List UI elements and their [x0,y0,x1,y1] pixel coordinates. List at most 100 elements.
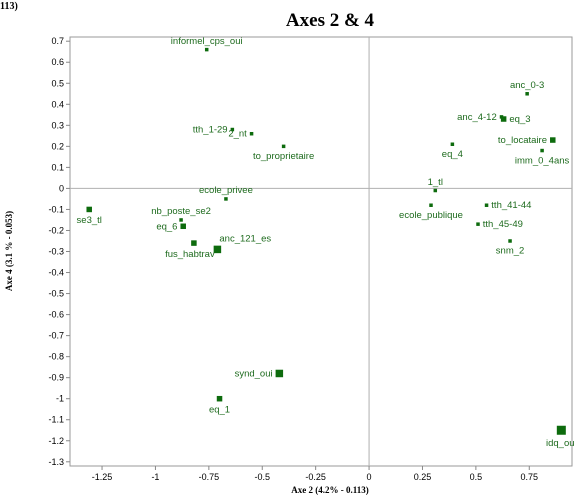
y-tick-label: -0.1 [48,204,64,214]
point-marker [525,92,529,96]
point-label: synd_oui [235,368,273,379]
y-tick-label: -0.8 [48,352,64,362]
data-point: anc_0-3 [510,80,544,96]
point-marker [213,245,222,254]
y-tick-label: 0.3 [51,120,64,130]
data-point: 1_tl [428,177,443,193]
point-marker [500,116,507,122]
y-tick-label: 0.5 [51,78,64,88]
y-tick-label: 0.2 [51,141,64,151]
x-tick-label: 0.75 [521,472,539,482]
corner-text: 113) [0,1,18,12]
y-tick-label: -1.3 [48,457,64,467]
y-tick-label: -0.5 [48,289,64,299]
point-label: snm_2 [496,246,525,257]
data-point: eq_1 [209,395,230,415]
data-point: synd_oui [235,368,284,379]
point-label: anc_4-12 [457,112,497,123]
point-label: se3_tl [77,215,102,226]
x-tick-label: -0.75 [199,472,220,482]
data-points: informel_cps_oui tth_1-29 2_nt to_proprieta… [77,36,574,449]
point-label: informel_cps_oui [171,36,243,47]
point-label: imm_0_4ans [515,155,570,166]
point-marker [429,203,433,207]
y-tick-label: -0.9 [48,373,64,383]
point-label: ecole_publique [399,210,463,221]
data-point: tth_45-49 [476,219,523,230]
point-marker [249,131,254,136]
point-label: idq_oui [546,438,574,449]
point-marker [450,142,455,146]
y-tick-label: 0.4 [51,99,64,109]
point-marker [180,223,186,230]
y-tick-label: -0.3 [48,247,64,257]
data-point: ecole_privee [199,185,253,201]
point-label: ecole_privee [199,185,253,196]
y-tick-label: -1 [56,394,64,404]
data-point: anc_121_es [213,234,271,254]
point-marker [550,137,556,143]
x-tick-label: -0.5 [254,472,270,482]
point-label: anc_0-3 [510,80,544,91]
point-label: to_locataire [498,135,547,146]
y-tick-label: -0.4 [48,268,64,278]
y-axis-title: Axe 4 (3.1 % - 0.053) [4,211,14,291]
data-point: to_proprietaire [253,144,314,162]
point-marker [179,218,183,222]
point-label: eq_6 [156,221,177,232]
y-tick-label: -0.7 [48,331,64,341]
point-label: nb_poste_se2 [151,206,211,217]
point-marker [204,47,209,52]
data-point: eq_6 [156,221,186,232]
point-label: 1_tl [428,177,443,188]
data-point: nb_poste_se2 [151,206,211,222]
x-tick-label: 0.5 [470,472,483,482]
data-point: eq_3 [500,114,531,125]
point-label: 2_nt [228,129,247,140]
data-point: se3_tl [77,206,102,226]
point-label: anc_121_es [219,234,271,245]
data-point: ecole_publique [399,203,463,221]
point-label: tth_41-44 [491,200,531,211]
data-point: imm_0_4ans [515,148,570,166]
y-tick-label: -1.2 [48,436,64,446]
point-label: fus_habtrav [165,249,215,260]
x-axis-title: Axe 2 (4.2% - 0.113) [291,485,369,495]
data-point: tth_1-29 [193,125,235,136]
point-label: to_proprietaire [253,151,314,162]
point-label: tth_1-29 [193,125,228,136]
point-marker [281,144,286,149]
chart-title: Axes 2 & 4 [286,10,375,31]
point-marker [433,188,438,193]
point-label: tth_45-49 [483,219,523,230]
point-marker [508,239,512,243]
point-marker [191,240,197,246]
y-tick-label: -0.2 [48,225,64,235]
data-point: informel_cps_oui [171,36,243,52]
point-marker [275,369,284,378]
x-tick-label: 0 [367,472,372,482]
data-point: anc_4-12 [457,112,504,123]
y-tick-label: 0 [59,183,64,193]
x-tick-label: -0.25 [305,472,326,482]
data-point: fus_habtrav [165,240,215,260]
point-marker [86,206,92,213]
y-tick-label: 0.6 [51,57,64,67]
x-tick-label: -1 [151,472,159,482]
x-tick-label: -1.25 [92,472,113,482]
point-marker [476,222,480,226]
data-point: idq_oui [546,425,574,449]
point-marker [484,203,489,207]
y-tick-label: -1.1 [48,415,64,425]
point-marker [230,127,235,132]
point-marker [540,148,544,153]
point-marker [556,425,566,435]
data-point: 2_nt [228,129,254,140]
x-tick-label: 0.25 [414,472,432,482]
x-axis-ticks: -1.25 -1 -0.75 -0.5 -0.25 0 0.25 0.5 0.75 [92,466,538,482]
point-label: eq_1 [209,404,230,415]
y-tick-label: 0.1 [51,162,64,172]
point-label: eq_4 [442,149,463,160]
y-tick-label: 0.7 [51,36,64,46]
